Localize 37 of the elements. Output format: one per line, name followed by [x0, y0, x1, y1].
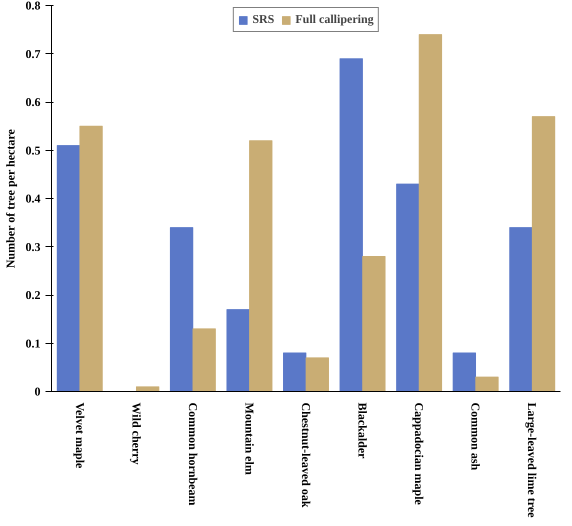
bar [192, 328, 216, 392]
bar [509, 227, 533, 392]
y-tick-label: 0.3 [26, 240, 40, 254]
legend-label: Full callipering [295, 12, 374, 27]
bar [79, 126, 103, 392]
y-tick-label: 0.5 [26, 143, 40, 158]
bar [306, 357, 329, 392]
x-tick-label: Large-leaved lime tree [525, 402, 540, 518]
legend-label: SRS [252, 12, 274, 27]
x-tick-label: Blackalder [356, 402, 370, 460]
y-tick-label: 0.7 [26, 46, 40, 61]
bar [362, 256, 386, 392]
bar [532, 116, 556, 392]
bar [396, 184, 420, 392]
y-tick-label: 0.6 [26, 95, 40, 109]
y-tick-label: 0.2 [26, 288, 40, 302]
bar [56, 145, 80, 392]
x-tick-label: Common ash [468, 402, 483, 470]
bar [226, 309, 250, 392]
bar [283, 352, 306, 392]
x-tick-label: Wild cherry [129, 402, 144, 465]
x-tick-label: Chestnut-leaved oak [299, 402, 313, 508]
y-tick-label: 0.4 [26, 192, 40, 206]
bar [170, 227, 194, 392]
bar [340, 58, 363, 392]
y-axis-title: Number of tree per hectare [4, 128, 18, 268]
x-tick-label: Common hornbeam [186, 402, 200, 506]
x-tick-label: Cappadocian maple [412, 402, 426, 506]
x-tick-label: Velvet maple [72, 402, 87, 470]
y-tick-label: 0 [34, 384, 40, 398]
x-tick-label: Mountain elm [242, 402, 256, 475]
y-tick-label: 0.1 [26, 336, 40, 350]
bar [452, 352, 476, 392]
y-tick-label: 0.8 [26, 0, 40, 12]
bar [475, 376, 499, 392]
bar [418, 34, 442, 392]
bar [249, 140, 272, 392]
